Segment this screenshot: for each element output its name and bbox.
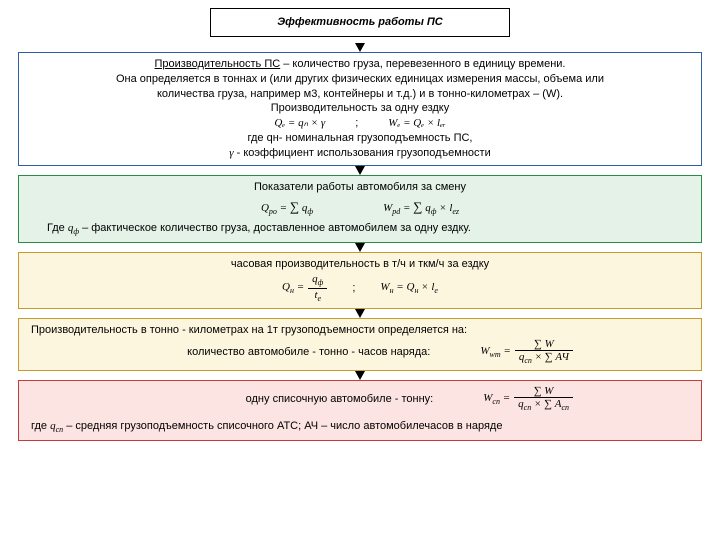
b5-line2: где qcп – средняя грузоподъемность списо… [31, 419, 693, 436]
b1-line4: Производительность за одну ездку [27, 101, 693, 116]
arrow-3 [355, 243, 365, 252]
b5-row: одну списочную автомобиле - тонну: Wcп =… [31, 385, 693, 413]
arrow-2 [355, 166, 365, 175]
b4-line2: количество автомобиле - тонно - часов на… [187, 345, 430, 360]
b5-line1: одну списочную автомобиле - тонну: [246, 392, 434, 407]
arrow-1 [355, 43, 365, 52]
b1-line1: Производительность ПС – количество груза… [27, 57, 693, 72]
b1-line5: где qн- номинальная грузоподъемность ПС, [27, 131, 693, 146]
b2-formula2: Wpd = ∑ qф × lez [383, 198, 459, 218]
arrow-5 [355, 371, 365, 380]
b4-line1: Производительность в тонно - километрах … [31, 323, 693, 338]
box-shift-indicators: Показатели работы автомобиля за смену Qp… [18, 175, 702, 243]
arrow-4 [355, 309, 365, 318]
b3-line1: часовая производительность в т/ч и ткм/ч… [27, 257, 693, 272]
b1-formula-row: Qₑ = qₙ × γ ; Wₑ = Qₑ × lₑᵣ [27, 116, 693, 131]
b1-line3: количества груза, например м3, контейнер… [27, 87, 693, 102]
b1-formula1: Qₑ = qₙ × γ [274, 116, 325, 131]
title-text: Эффективность работы ПС [277, 16, 443, 28]
b1-underline: Производительность ПС [155, 58, 281, 70]
box-productivity-definition: Производительность ПС – количество груза… [18, 52, 702, 166]
b3-formula2: Wн = Qн × le [380, 280, 438, 297]
box-hourly-productivity: часовая производительность в т/ч и ткм/ч… [18, 252, 702, 310]
b5-formula: Wcп = ∑ W qcп × ∑ Acп [483, 385, 573, 413]
b1-formula2: Wₑ = Qₑ × lₑᵣ [388, 116, 445, 131]
title-box: Эффективность работы ПС [210, 8, 510, 37]
b1-line6: γ - коэффициент использования грузоподъе… [27, 146, 693, 161]
b4-row: количество автомобиле - тонно - часов на… [31, 338, 693, 366]
b4-formula: Wwт = ∑ W qcп × ∑ АЧ [480, 338, 573, 366]
b2-line2: Где qф – фактическое количество груза, д… [27, 221, 693, 238]
b2-formula1: Qpo = ∑ qф [261, 198, 313, 218]
box-tkm-per-ton: Производительность в тонно - километрах … [18, 318, 702, 371]
b2-formula-row: Qpo = ∑ qф Wpd = ∑ qф × lez [27, 198, 693, 218]
b3-formula-row: Qн = qф te ; Wн = Qн × le [27, 273, 693, 304]
b3-formula1: Qн = qф te [282, 273, 327, 304]
b2-line1: Показатели работы автомобиля за смену [27, 180, 693, 195]
b1-line2: Она определяется в тоннах и (или других … [27, 72, 693, 87]
box-per-list-ton: одну списочную автомобиле - тонну: Wcп =… [18, 380, 702, 441]
